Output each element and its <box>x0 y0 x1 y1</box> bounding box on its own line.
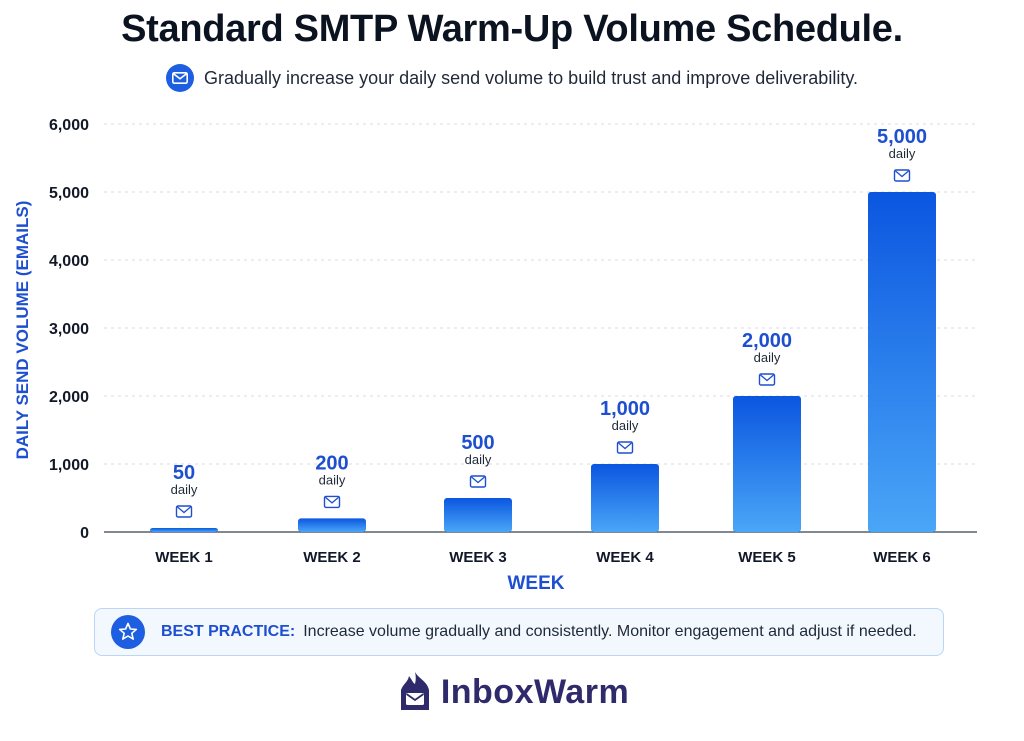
chart-title: Standard SMTP Warm-Up Volume Schedule. <box>121 8 903 50</box>
envelope-flap <box>471 476 485 484</box>
envelope-icon <box>166 64 194 92</box>
bar <box>298 518 366 532</box>
data-sublabel: daily <box>754 350 781 365</box>
data-label: 5,000 <box>877 126 927 148</box>
data-sublabel: daily <box>171 482 198 497</box>
data-sublabel: daily <box>465 452 492 467</box>
subtitle-row: Gradually increase your daily send volum… <box>0 64 1024 92</box>
best-practice-label: BEST PRACTICE: <box>161 623 296 640</box>
x-tick-label: WEEK 6 <box>873 549 931 566</box>
x-tick-label: WEEK 4 <box>596 549 654 566</box>
bar <box>733 396 801 532</box>
y-tick-label: 5,000 <box>49 185 89 202</box>
y-tick-label: 2,000 <box>49 389 89 406</box>
y-tick-label: 3,000 <box>49 321 89 338</box>
y-tick-label: 0 <box>80 525 89 542</box>
data-sublabel: daily <box>319 472 346 487</box>
best-practice-callout: BEST PRACTICE: Increase volume gradually… <box>94 608 944 656</box>
y-tick-label: 1,000 <box>49 457 89 474</box>
data-sublabel: daily <box>612 418 639 433</box>
flame-mail-icon <box>400 672 429 710</box>
y-axis-title: DAILY SEND VOLUME (EMAILS) <box>13 201 32 460</box>
bar <box>591 464 659 532</box>
data-label: 1,000 <box>600 398 650 420</box>
data-label: 50 <box>173 462 195 484</box>
data-label: 500 <box>461 432 494 454</box>
data-label: 200 <box>315 452 348 474</box>
star-badge-icon <box>111 615 145 649</box>
best-practice-text: Increase volume gradually and consistent… <box>303 623 917 640</box>
data-label: 2,000 <box>742 330 792 352</box>
chart-subtitle: Gradually increase your daily send volum… <box>204 67 858 88</box>
data-sublabel: daily <box>889 146 916 161</box>
x-tick-label: WEEK 1 <box>155 549 213 566</box>
bar-chart: 01,0002,0003,0004,0005,0006,000daily50WE… <box>13 117 977 594</box>
envelope-flap <box>760 374 774 382</box>
bar <box>150 528 218 532</box>
envelope-flap <box>618 442 632 450</box>
x-axis-title: WEEK <box>508 573 565 594</box>
x-tick-label: WEEK 5 <box>738 549 796 566</box>
bar <box>868 192 936 532</box>
envelope-flap <box>177 506 191 514</box>
bar <box>444 498 512 532</box>
envelope-flap <box>895 170 909 178</box>
y-tick-label: 4,000 <box>49 253 89 270</box>
x-tick-label: WEEK 3 <box>449 549 507 566</box>
x-tick-label: WEEK 2 <box>303 549 361 566</box>
envelope-flap <box>325 496 339 504</box>
y-tick-label: 6,000 <box>49 117 89 134</box>
brand-name: InboxWarm <box>440 672 630 711</box>
brand-logo: InboxWarm <box>0 670 1024 714</box>
